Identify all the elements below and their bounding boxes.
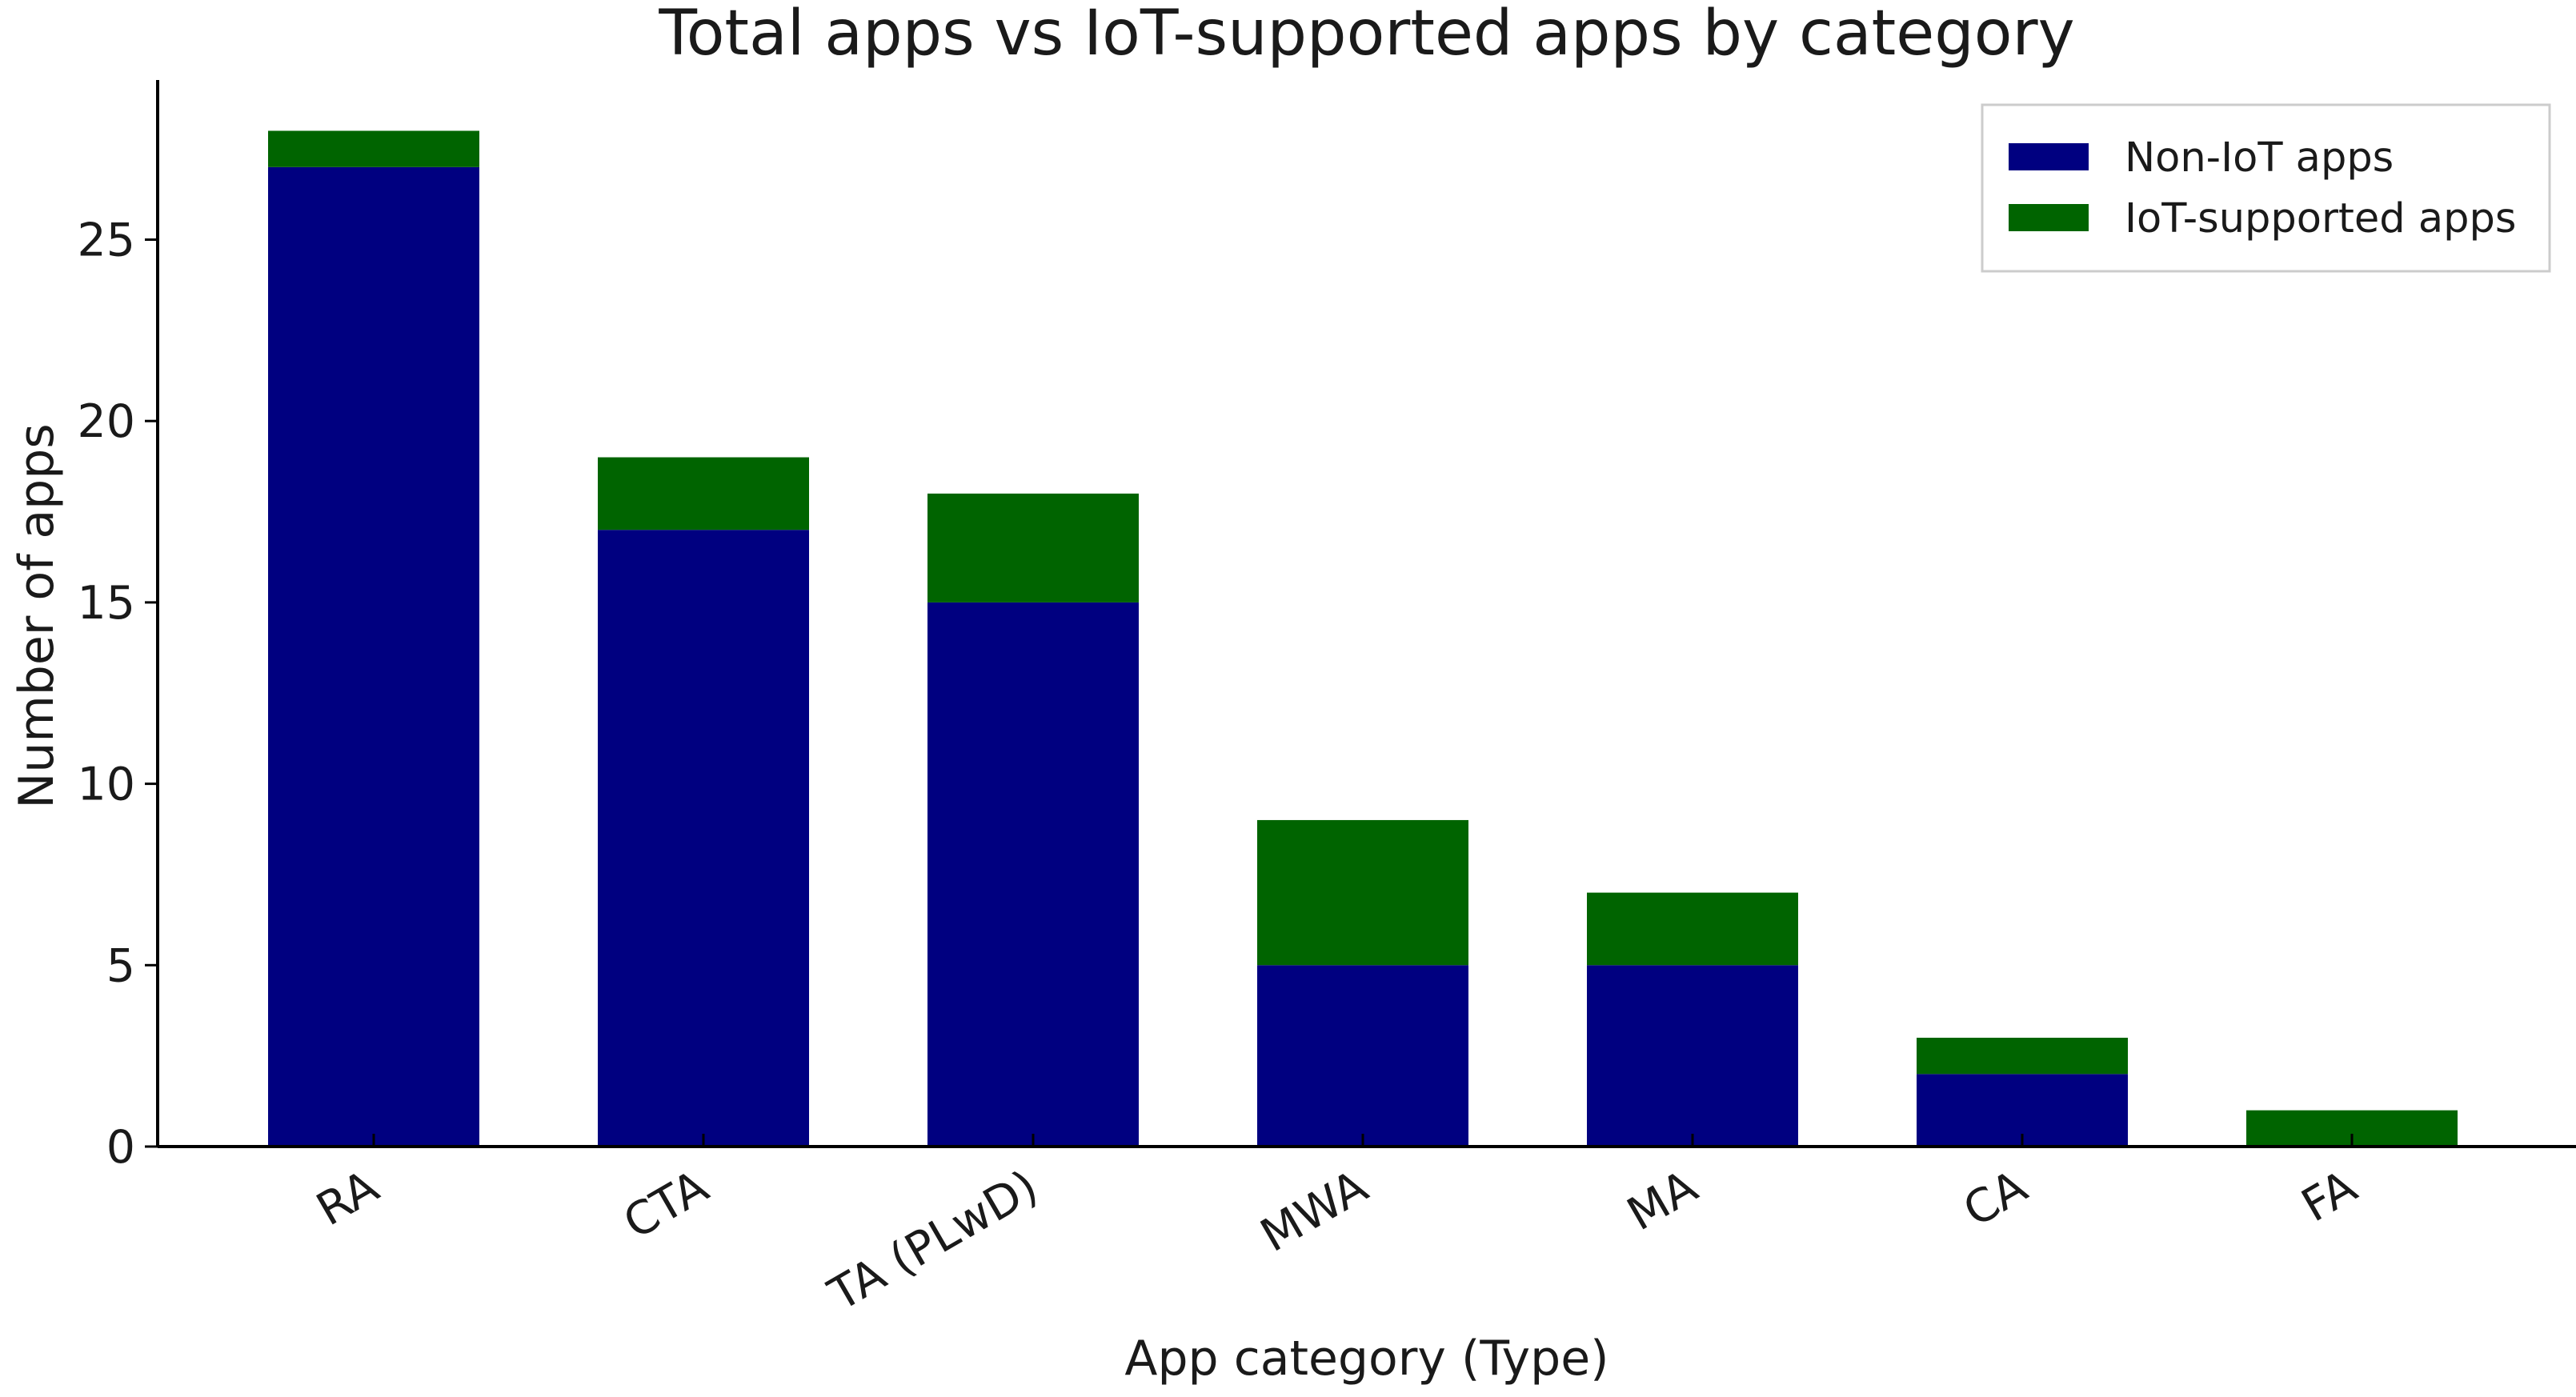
legend: Non-IoT apps IoT-supported apps	[1981, 103, 2551, 273]
y-axis-ticks: 0 5 10 15 20 25	[77, 214, 158, 1174]
x-tick-label: MA	[1619, 1160, 1706, 1241]
bar-iot-5	[1917, 1037, 2128, 1075]
bar-iot-1	[598, 457, 809, 530]
chart-title: Total apps vs IoT-supported apps by cate…	[658, 0, 2074, 70]
legend-swatch-iot	[2009, 204, 2089, 231]
bar-iot-2	[927, 493, 1139, 602]
y-tick-label: 0	[106, 1121, 135, 1174]
legend-frame	[1981, 103, 2551, 273]
bar-non-iot-4	[1587, 965, 1798, 1147]
bar-non-iot-1	[598, 530, 809, 1147]
legend-label-iot: IoT-supported apps	[2125, 195, 2516, 242]
x-axis-label: App category (Type)	[1124, 1331, 1608, 1387]
x-axis-ticks: RA CTA TA (PLwD) MWA MA CA FA	[308, 1134, 2366, 1322]
y-axis-label: Number of apps	[9, 423, 65, 808]
x-tick-label: FA	[2293, 1160, 2366, 1232]
x-tick-label: CTA	[615, 1160, 717, 1250]
y-tick-label: 25	[77, 214, 135, 266]
bar-non-iot-3	[1257, 965, 1468, 1147]
bar-iot-0	[268, 130, 479, 167]
bar-iot-4	[1587, 892, 1798, 966]
y-tick-label: 20	[77, 395, 135, 448]
legend-label-non-iot: Non-IoT apps	[2125, 134, 2394, 182]
bar-non-iot-2	[927, 602, 1139, 1147]
legend-swatch-non-iot	[2009, 143, 2089, 170]
bars	[268, 130, 2458, 1147]
x-tick-label: RA	[308, 1160, 387, 1236]
bar-non-iot-0	[268, 166, 479, 1147]
axes	[156, 80, 2576, 1148]
x-tick-label: MWA	[1252, 1160, 1376, 1263]
y-tick-label: 15	[77, 577, 135, 630]
y-tick-label: 10	[77, 759, 135, 811]
y-tick-label: 5	[106, 939, 135, 992]
bar-iot-3	[1257, 819, 1468, 966]
x-tick-label: CA	[1955, 1160, 2036, 1238]
x-tick-label: TA (PLwD)	[819, 1160, 1047, 1322]
